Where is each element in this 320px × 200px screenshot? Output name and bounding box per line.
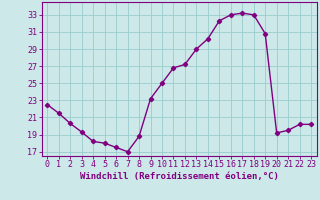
- X-axis label: Windchill (Refroidissement éolien,°C): Windchill (Refroidissement éolien,°C): [80, 172, 279, 181]
